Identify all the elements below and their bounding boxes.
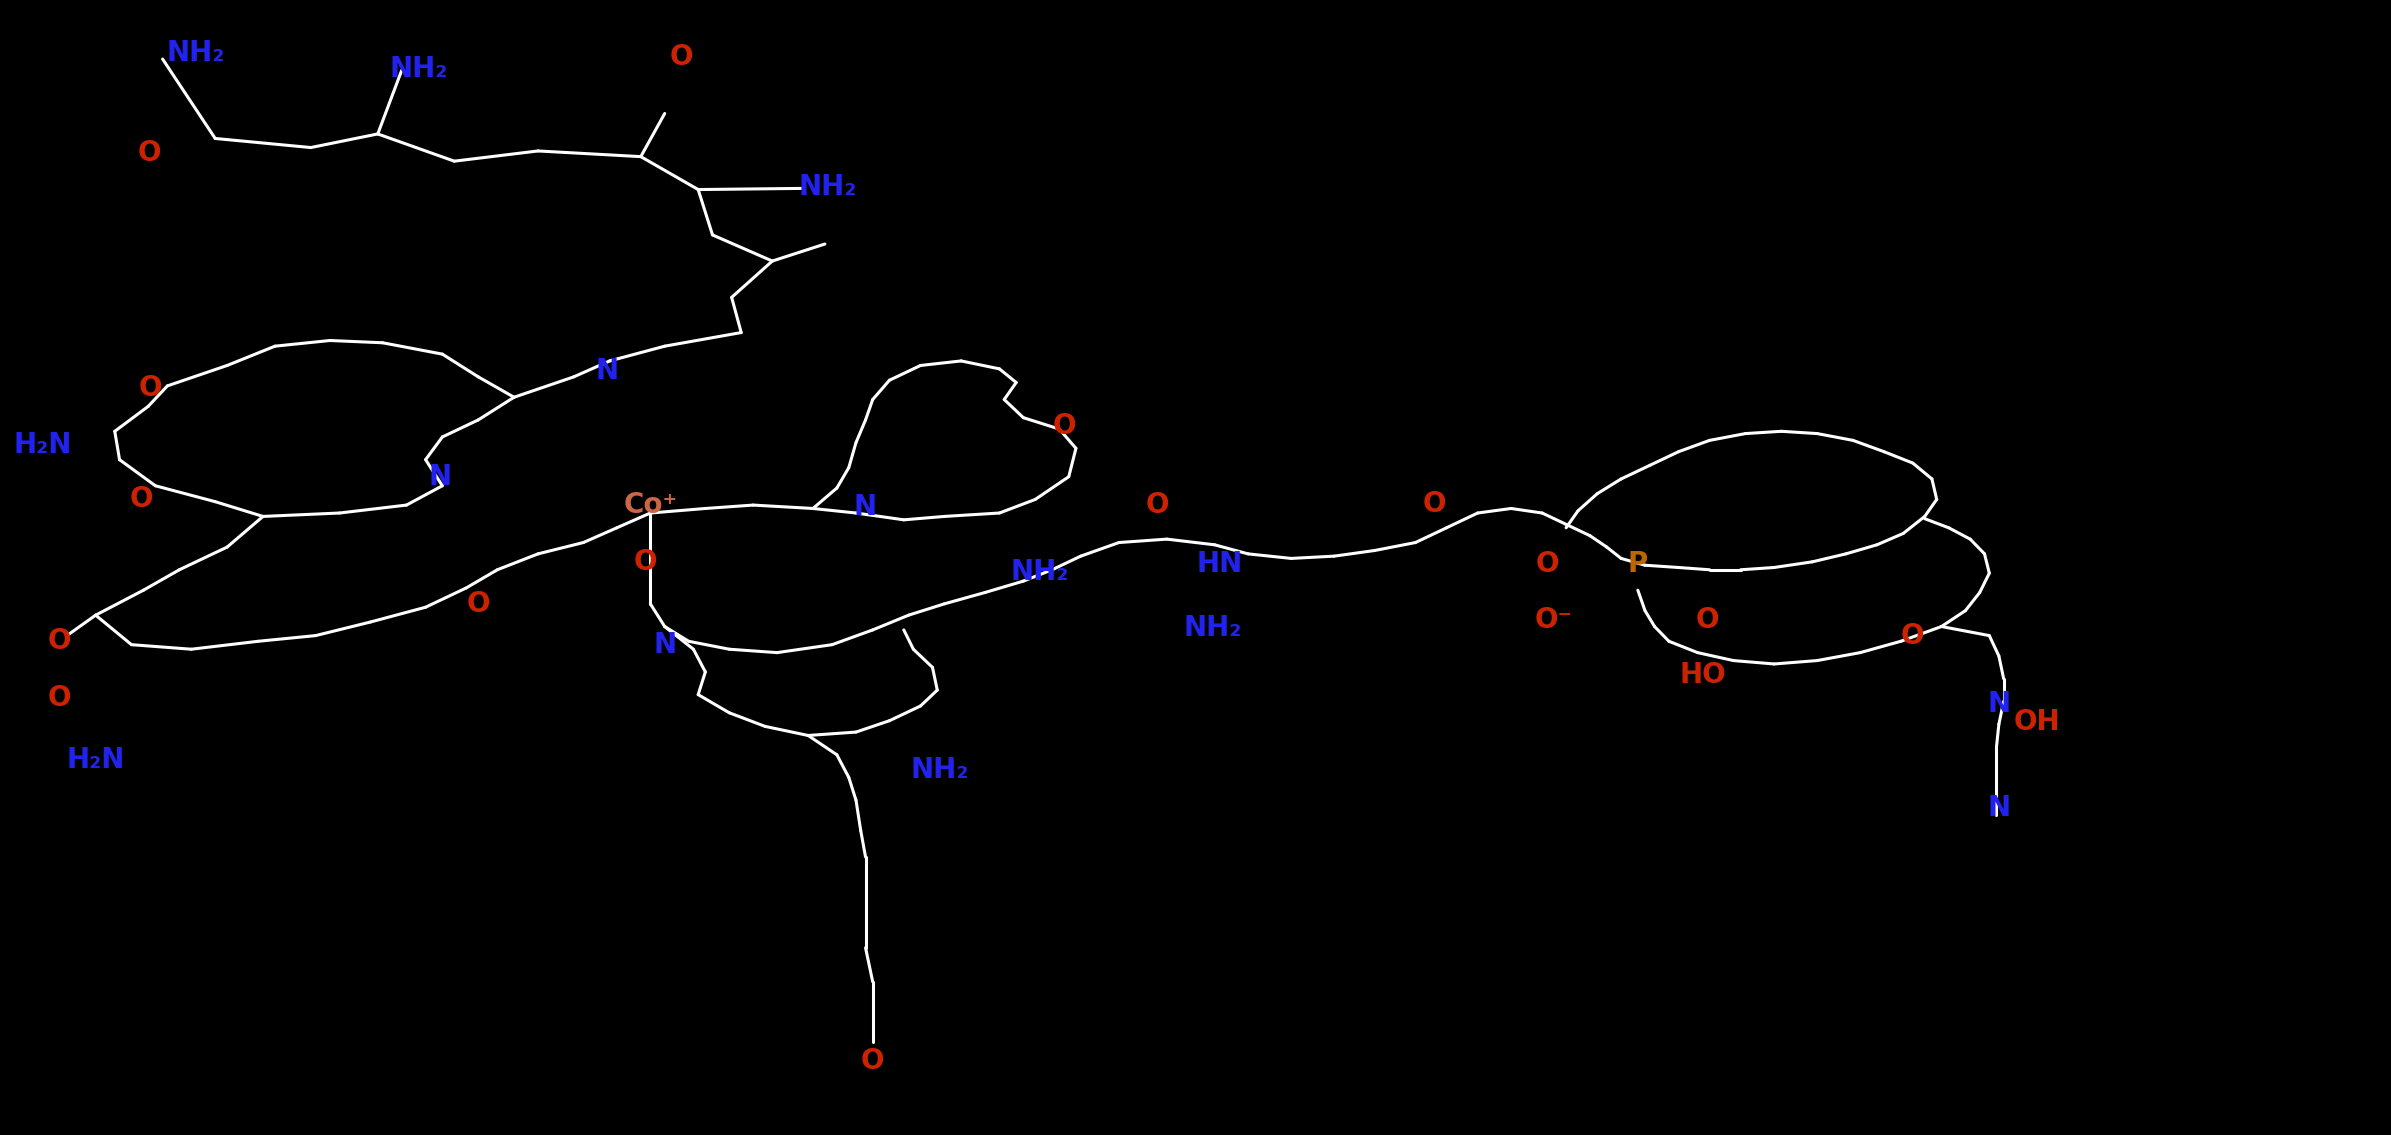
Text: N: N xyxy=(653,631,677,658)
Text: NH₂: NH₂ xyxy=(167,40,225,67)
Text: O: O xyxy=(1695,606,1719,633)
Text: N: N xyxy=(1987,690,2011,717)
Text: O⁻: O⁻ xyxy=(1535,606,1573,633)
Text: N: N xyxy=(854,494,877,521)
Text: N: N xyxy=(428,463,452,490)
Text: N: N xyxy=(595,358,619,385)
Text: Co⁺: Co⁺ xyxy=(624,491,677,519)
Text: O: O xyxy=(139,375,163,402)
Text: H₂N: H₂N xyxy=(14,431,72,459)
Text: O: O xyxy=(1535,550,1559,578)
Text: P: P xyxy=(1628,550,1647,578)
Text: O: O xyxy=(861,1048,885,1075)
Text: NH₂: NH₂ xyxy=(1184,614,1241,641)
Text: O: O xyxy=(139,140,160,167)
Text: O: O xyxy=(129,486,153,513)
Text: O: O xyxy=(48,684,72,712)
Text: OH: OH xyxy=(2013,708,2061,735)
Text: NH₂: NH₂ xyxy=(390,56,447,83)
Text: O: O xyxy=(48,628,72,655)
Text: O: O xyxy=(466,590,490,617)
Text: O: O xyxy=(1901,622,1925,649)
Text: HO: HO xyxy=(1678,662,1726,689)
Text: O: O xyxy=(1052,412,1076,439)
Text: HN: HN xyxy=(1196,550,1243,578)
Text: H₂N: H₂N xyxy=(67,747,124,774)
Text: O: O xyxy=(1145,491,1169,519)
Text: NH₂: NH₂ xyxy=(1011,558,1069,586)
Text: O: O xyxy=(669,43,693,70)
Text: O: O xyxy=(1423,490,1447,518)
Text: NH₂: NH₂ xyxy=(799,174,856,201)
Text: O: O xyxy=(634,548,658,575)
Text: N: N xyxy=(1987,794,2011,822)
Text: NH₂: NH₂ xyxy=(911,756,968,783)
